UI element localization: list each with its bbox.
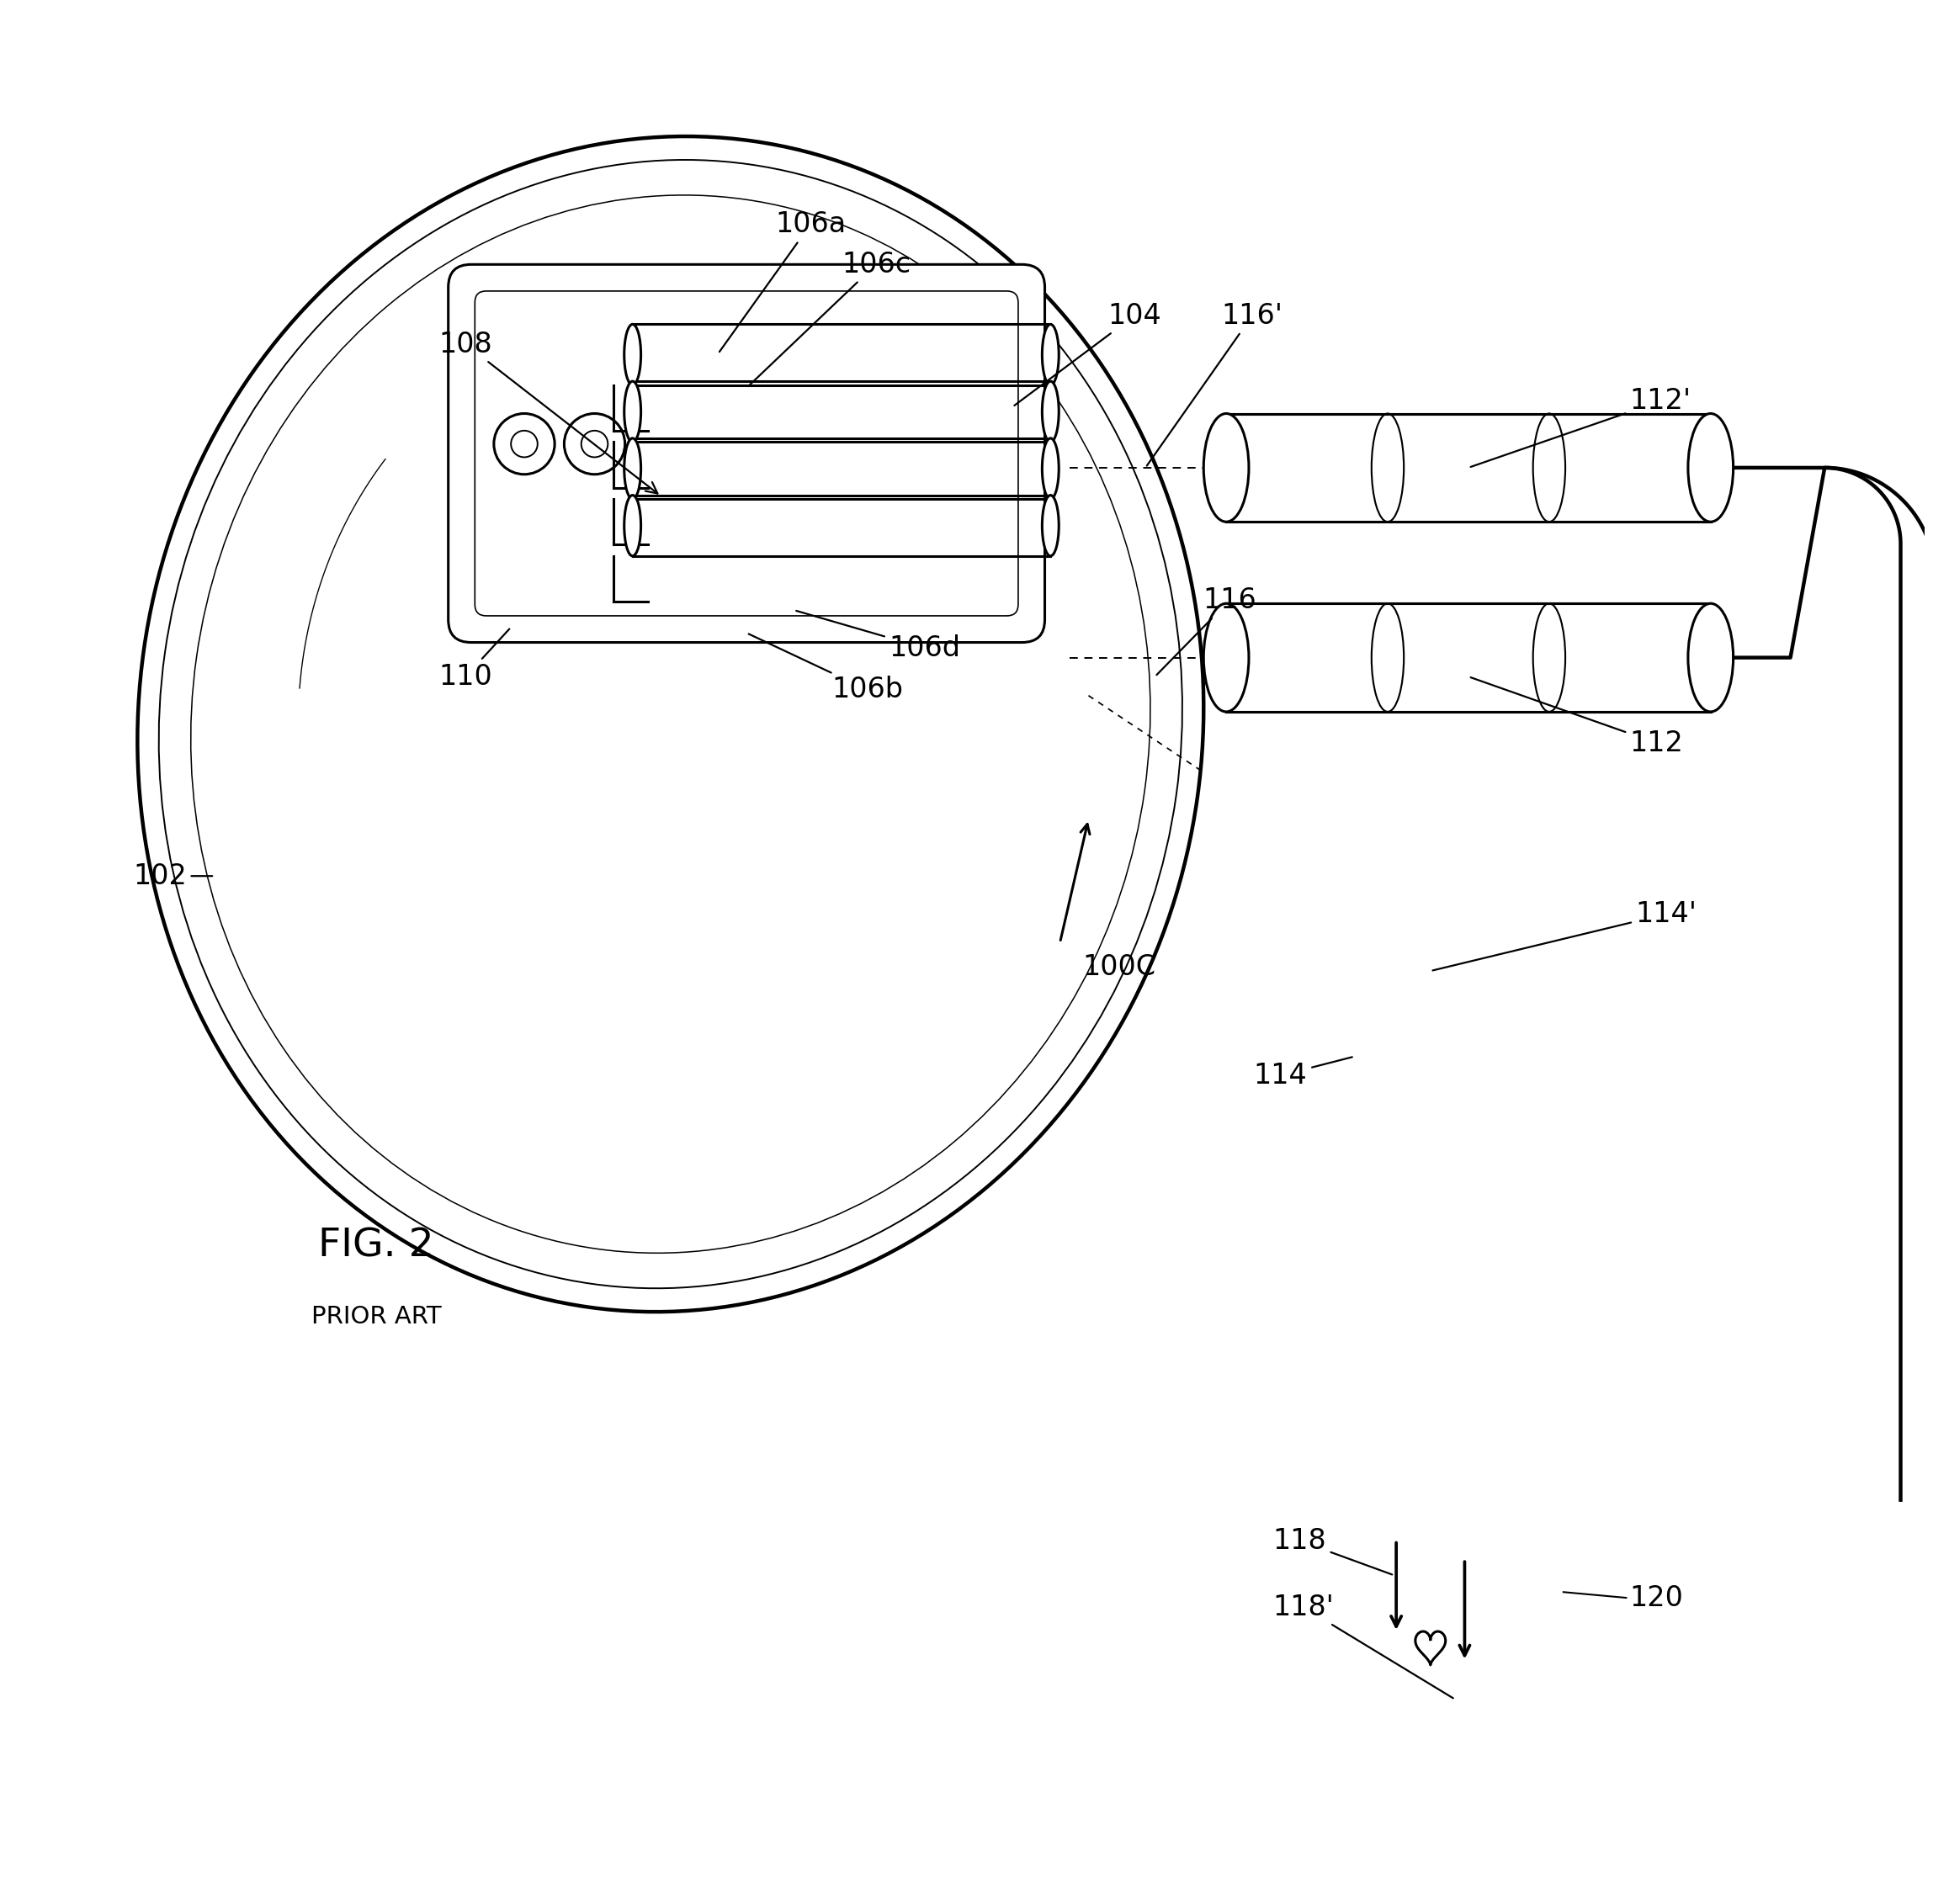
Ellipse shape	[1204, 604, 1249, 712]
Text: 106d: 106d	[797, 611, 961, 663]
Ellipse shape	[1204, 413, 1249, 522]
Ellipse shape	[1043, 438, 1058, 499]
Text: 116': 116'	[1146, 303, 1282, 466]
Circle shape	[563, 413, 626, 474]
Text: 102: 102	[133, 863, 212, 889]
Ellipse shape	[1688, 413, 1733, 522]
Text: 116: 116	[1156, 586, 1255, 674]
Text: FIG. 2: FIG. 2	[318, 1228, 435, 1266]
Text: 106a: 106a	[719, 211, 846, 352]
Ellipse shape	[1043, 495, 1058, 556]
Ellipse shape	[624, 324, 641, 385]
FancyBboxPatch shape	[1226, 413, 1711, 522]
Text: 118': 118'	[1273, 1594, 1454, 1698]
Text: PRIOR ART: PRIOR ART	[312, 1304, 440, 1329]
Text: 104: 104	[1013, 303, 1162, 406]
Text: 100C: 100C	[1084, 954, 1156, 981]
FancyBboxPatch shape	[448, 265, 1045, 642]
Text: 110: 110	[439, 628, 509, 691]
Circle shape	[493, 413, 555, 474]
Ellipse shape	[624, 381, 641, 442]
Ellipse shape	[624, 495, 641, 556]
Text: 114: 114	[1253, 1057, 1353, 1089]
Text: 120: 120	[1629, 1584, 1684, 1611]
Text: 118: 118	[1273, 1527, 1392, 1575]
Bar	[1226, 604, 1711, 712]
Bar	[1226, 413, 1711, 522]
Ellipse shape	[1688, 604, 1733, 712]
Text: 108: 108	[439, 329, 657, 493]
Text: 112: 112	[1471, 678, 1684, 758]
Text: 106b: 106b	[748, 634, 904, 704]
Text: 114': 114'	[1433, 901, 1698, 971]
Ellipse shape	[1043, 381, 1058, 442]
Ellipse shape	[624, 438, 641, 499]
Ellipse shape	[1043, 324, 1058, 385]
Text: 112': 112'	[1471, 387, 1692, 466]
FancyBboxPatch shape	[1226, 604, 1711, 712]
Text: 106c: 106c	[748, 251, 910, 387]
